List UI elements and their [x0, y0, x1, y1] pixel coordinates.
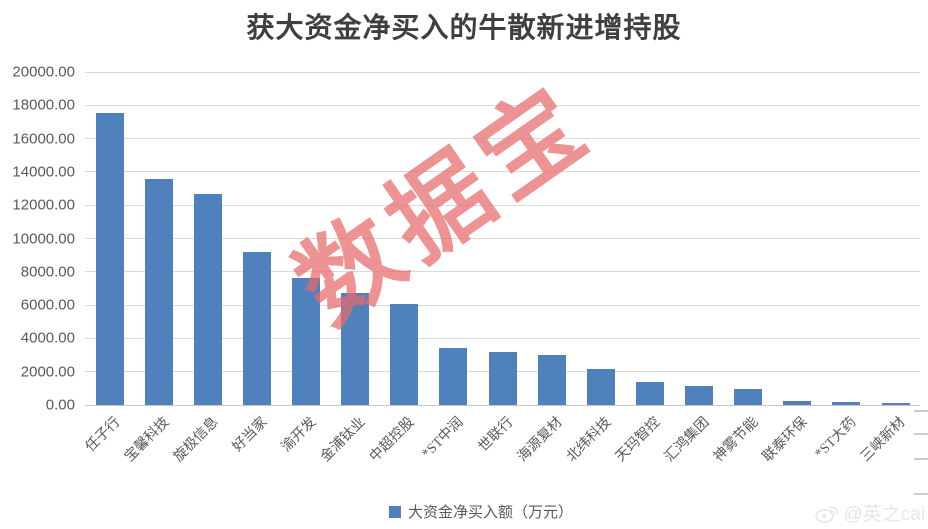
bar-海源复材 [537, 355, 566, 405]
right-edge-tick [914, 433, 928, 435]
bar-column [478, 72, 527, 405]
bar-column [183, 72, 232, 405]
y-tick-label: 8000.00 [20, 263, 75, 281]
bar-中超控股 [390, 304, 419, 405]
bar-三峡新材 [881, 403, 910, 405]
y-tick-label: 2000.00 [20, 363, 75, 381]
y-tick-label: 12000.00 [12, 196, 75, 214]
y-tick-label: 10000.00 [12, 230, 75, 247]
credit-watermark: @英之cai [815, 499, 925, 526]
y-tick-label: 14000.00 [12, 163, 75, 181]
bar-任子行 [95, 113, 124, 405]
y-tick-label: 0.00 [45, 396, 75, 414]
bar-column [429, 72, 478, 405]
bar-column [675, 72, 724, 405]
bar-联泰环保 [783, 401, 812, 405]
gridline [85, 304, 920, 306]
gridline [85, 171, 920, 173]
gridline [85, 204, 920, 206]
legend-swatch [388, 505, 401, 518]
bar-天玛智控 [635, 382, 664, 405]
bar-series [85, 72, 920, 405]
gridline [85, 337, 920, 339]
bar-好当家 [242, 252, 271, 405]
bar-column [380, 72, 429, 405]
legend-label: 大资金净买入额（万元） [407, 505, 573, 521]
right-edge-tick [914, 458, 928, 460]
bar-column [773, 72, 822, 405]
bar-column [232, 72, 281, 405]
bar-宝馨科技 [144, 179, 173, 405]
gridline [85, 104, 920, 106]
bar-汇鸿集团 [685, 386, 714, 405]
bar-column [527, 72, 576, 405]
bar-旋极信息 [193, 194, 222, 405]
gridline [85, 71, 920, 73]
y-tick-label: 18000.00 [12, 96, 75, 114]
right-edge-tick [914, 410, 928, 412]
bar-*ST大药 [832, 402, 861, 405]
weibo-icon [815, 502, 839, 523]
gridline [85, 238, 920, 239]
bar-渝开发 [292, 278, 321, 405]
bar-column [331, 72, 380, 405]
y-axis-tick-labels: 20000.00 18000.00 16000.00 14000.00 12000.00… [0, 64, 75, 414]
y-tick-label: 6000.00 [20, 296, 75, 314]
bar-北纬科技 [586, 369, 615, 405]
legend: 大资金净买入额（万元） [0, 501, 928, 522]
y-tick-label: 16000.00 [12, 130, 75, 148]
bar-column [134, 72, 183, 405]
bar-神雾节能 [734, 389, 763, 405]
bar-*ST中润 [439, 348, 468, 405]
credit-handle: @英之cai [843, 504, 925, 525]
y-tick-label: 20000.00 [12, 63, 75, 81]
bar-column [625, 72, 674, 405]
bar-column [85, 72, 134, 405]
right-edge-tick [914, 493, 928, 495]
bar-column [822, 72, 871, 405]
bar-世联行 [488, 352, 517, 405]
bar-column [871, 72, 920, 405]
chart-title: 获大资金净买入的牛散新进增持股 [246, 13, 682, 44]
gridline [85, 271, 920, 273]
bar-column [724, 72, 773, 405]
x-axis-line [85, 405, 920, 406]
bar-column [282, 72, 331, 405]
gridline [85, 138, 920, 140]
bar-column [576, 72, 625, 405]
y-tick-label: 4000.00 [20, 329, 75, 347]
bar-金浦钛业 [341, 293, 370, 405]
plot-area [85, 71, 920, 406]
